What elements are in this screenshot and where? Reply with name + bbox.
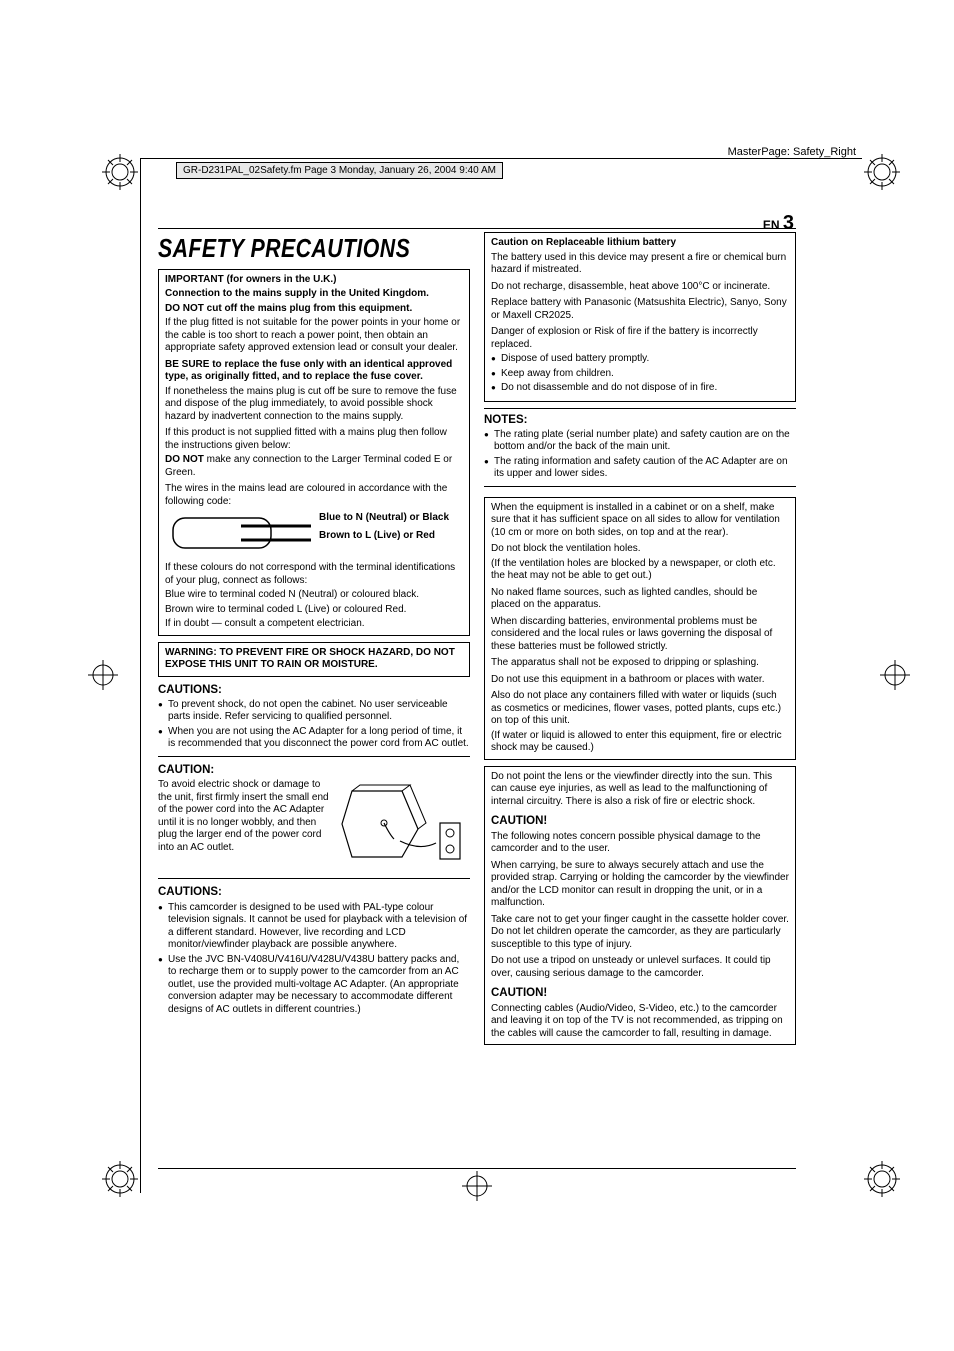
battery-p2: Do not recharge, disassemble, heat above… bbox=[491, 281, 789, 294]
vent-p8: Also do not place any containers filled … bbox=[491, 690, 789, 728]
battery-p1: The battery used in this device may pres… bbox=[491, 252, 789, 277]
lens-c2-head: CAUTION! bbox=[491, 986, 789, 1000]
warning-box: WARNING: TO PREVENT FIRE OR SHOCK HAZARD… bbox=[158, 642, 470, 677]
list-item: To prevent shock, do not open the cabine… bbox=[158, 699, 470, 724]
caution-block: To avoid electric shock or damage to the… bbox=[158, 779, 470, 873]
reg-mark-tl bbox=[100, 152, 140, 192]
notes-list: The rating plate (serial number plate) a… bbox=[484, 429, 796, 481]
notes-head: NOTES: bbox=[484, 413, 796, 427]
uk-p1: If the plug fitted is not suitable for t… bbox=[165, 317, 463, 355]
uk-h3: DO NOT cut off the mains plug from this … bbox=[165, 303, 463, 316]
lens-c2-p1: Connecting cables (Audio/Video, S-Video,… bbox=[491, 1003, 789, 1041]
vent-p5: When discarding batteries, environmental… bbox=[491, 616, 789, 654]
uk-p9: If in doubt — consult a competent electr… bbox=[165, 618, 463, 631]
vent-p9: (If water or liquid is allowed to enter … bbox=[491, 730, 789, 755]
list-item: Use the JVC BN-V408U/V416U/V428U/V438U b… bbox=[158, 954, 470, 1017]
cautions2-head: CAUTIONS: bbox=[158, 885, 470, 899]
cautions1-head: CAUTIONS: bbox=[158, 683, 470, 697]
uk-h4: BE SURE to replace the fuse only with an… bbox=[165, 359, 463, 384]
page-title: SAFETY PRECAUTIONS bbox=[158, 232, 414, 265]
frame-left bbox=[140, 158, 141, 1193]
wire-diagram: Blue to N (Neutral) or Black Brown to L … bbox=[171, 512, 463, 556]
right-column: Caution on Replaceable lithium battery T… bbox=[484, 232, 796, 1162]
uk-h1: IMPORTANT (for owners in the U.K.) bbox=[165, 274, 463, 287]
cautions1-list: To prevent shock, do not open the cabine… bbox=[158, 699, 470, 751]
ventilation-box: When the equipment is installed in a cab… bbox=[484, 497, 796, 760]
battery-box: Caution on Replaceable lithium battery T… bbox=[484, 232, 796, 402]
page: MasterPage: Safety_Right GR-D231PAL_02Sa… bbox=[0, 0, 954, 1351]
uk-p2: If nonetheless the mains plug is cut off… bbox=[165, 386, 463, 424]
caution-head: CAUTION: bbox=[158, 763, 470, 777]
masterpage-label: MasterPage: Safety_Right bbox=[728, 146, 856, 158]
lens-c1-p3: Take care not to get your finger caught … bbox=[491, 914, 789, 952]
plug-icon bbox=[171, 512, 311, 556]
battery-title: Caution on Replaceable lithium battery bbox=[491, 237, 789, 250]
rule bbox=[484, 486, 796, 487]
lens-intro: Do not point the lens or the viewfinder … bbox=[491, 771, 789, 809]
vent-p6: The apparatus shall not be exposed to dr… bbox=[491, 657, 789, 670]
frame-top bbox=[140, 158, 862, 159]
masthead-text: GR-D231PAL_02Safety.fm Page 3 Monday, Ja… bbox=[183, 165, 496, 176]
reg-mark-br bbox=[862, 1159, 902, 1199]
wire-blue-label: Blue to N (Neutral) or Black bbox=[319, 512, 449, 524]
list-item: When you are not using the AC Adapter fo… bbox=[158, 726, 470, 751]
cautions2-list: This camcorder is designed to be used wi… bbox=[158, 902, 470, 1017]
rule bbox=[158, 878, 470, 879]
lens-c1-head: CAUTION! bbox=[491, 814, 789, 828]
list-item: The rating plate (serial number plate) a… bbox=[484, 429, 796, 454]
list-item: Keep away from children. bbox=[491, 368, 789, 381]
uk-p5: The wires in the mains lead are coloured… bbox=[165, 483, 463, 508]
wire-labels: Blue to N (Neutral) or Black Brown to L … bbox=[319, 512, 449, 548]
content: SAFETY PRECAUTIONS IMPORTANT (for owners… bbox=[158, 232, 796, 1169]
reg-mark-tr bbox=[862, 152, 902, 192]
left-column: SAFETY PRECAUTIONS IMPORTANT (for owners… bbox=[158, 232, 470, 1162]
page-rule bbox=[158, 228, 796, 229]
battery-p3: Replace battery with Panasonic (Matsushi… bbox=[491, 297, 789, 322]
vent-p4: No naked flame sources, such as lighted … bbox=[491, 587, 789, 612]
lens-c1-p1: The following notes concern possible phy… bbox=[491, 831, 789, 856]
crosshair-bottom bbox=[462, 1171, 492, 1201]
uk-p6: If these colours do not correspond with … bbox=[165, 562, 463, 587]
uk-p4: DO NOT make any connection to the Larger… bbox=[165, 454, 463, 479]
lens-c1-p4: Do not use a tripod on unsteady or unlev… bbox=[491, 955, 789, 980]
uk-p8: Brown wire to terminal coded L (Live) or… bbox=[165, 604, 463, 617]
list-item: This camcorder is designed to be used wi… bbox=[158, 902, 470, 952]
reg-mark-bl bbox=[100, 1159, 140, 1199]
lens-box: Do not point the lens or the viewfinder … bbox=[484, 766, 796, 1045]
adapter-icon bbox=[340, 779, 470, 869]
uk-h2: Connection to the mains supply in the Un… bbox=[165, 288, 463, 301]
battery-bullets: Dispose of used battery promptly. Keep a… bbox=[491, 353, 789, 395]
notes-box: NOTES: The rating plate (serial number p… bbox=[484, 408, 796, 491]
uk-p3: If this product is not supplied fitted w… bbox=[165, 427, 463, 452]
battery-p4: Danger of explosion or Risk of fire if t… bbox=[491, 326, 789, 351]
vent-p3: (If the ventilation holes are blocked by… bbox=[491, 558, 789, 583]
masthead: GR-D231PAL_02Safety.fm Page 3 Monday, Ja… bbox=[176, 162, 503, 179]
wire-brown-label: Brown to L (Live) or Red bbox=[319, 530, 449, 542]
rule bbox=[158, 756, 470, 757]
vent-p7: Do not use this equipment in a bathroom … bbox=[491, 674, 789, 687]
list-item: Dispose of used battery promptly. bbox=[491, 353, 789, 366]
vent-p1: When the equipment is installed in a cab… bbox=[491, 502, 789, 540]
uk-important-box: IMPORTANT (for owners in the U.K.) Conne… bbox=[158, 269, 470, 636]
vent-p2: Do not block the ventilation holes. bbox=[491, 543, 789, 556]
uk-p7: Blue wire to terminal coded N (Neutral) … bbox=[165, 589, 463, 602]
list-item: The rating information and safety cautio… bbox=[484, 456, 796, 481]
list-item: Do not disassemble and do not dispose of… bbox=[491, 382, 789, 395]
crosshair-left bbox=[88, 660, 118, 690]
lens-c1-p2: When carrying, be sure to always securel… bbox=[491, 860, 789, 910]
crosshair-right bbox=[880, 660, 910, 690]
